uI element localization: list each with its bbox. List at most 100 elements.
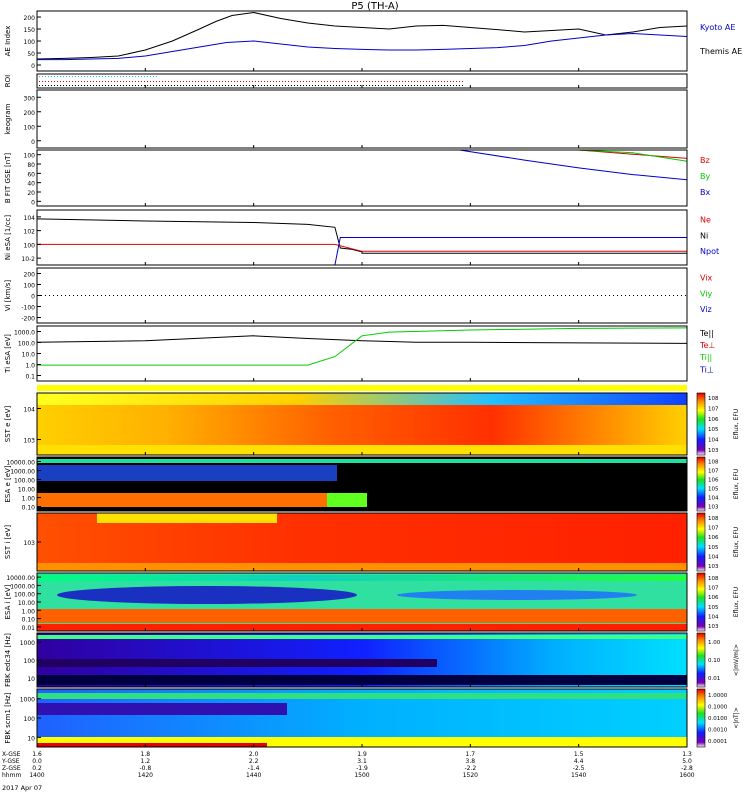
- legend-vi-2: Viz: [700, 305, 712, 314]
- roi-mark: [144, 81, 145, 82]
- roi-mark: [354, 85, 355, 86]
- roi-mark: [93, 76, 94, 77]
- roi-mark: [54, 76, 55, 77]
- colorbar-tick-1: 103: [708, 505, 719, 511]
- roi-mark: [252, 85, 253, 86]
- roi-mark: [426, 85, 427, 86]
- roi-mark: [195, 81, 196, 82]
- colorbar-tick-5: 1.0000: [708, 693, 728, 699]
- series-ni-npot: [334, 237, 687, 266]
- roi-mark: [435, 85, 436, 86]
- colorbar-label-1: Eflux, EFU: [733, 469, 740, 499]
- roi-mark: [459, 81, 460, 82]
- roi-mark: [417, 85, 418, 86]
- roi-mark: [327, 85, 328, 86]
- roi-mark: [48, 85, 49, 86]
- roi-mark: [432, 81, 433, 82]
- roi-mark: [108, 85, 109, 86]
- roi-mark: [213, 81, 214, 82]
- legend-ni-1: Ni: [700, 231, 708, 240]
- roi-mark: [192, 85, 193, 86]
- ytick-label-bfit: 100: [24, 153, 36, 160]
- colorbar-tick-1: 108: [708, 460, 719, 466]
- roi-mark: [201, 81, 202, 82]
- roi-mark: [273, 85, 274, 86]
- roi-mark: [78, 76, 79, 77]
- ytick-label-esa_e: 1.00: [22, 496, 36, 503]
- roi-mark: [123, 85, 124, 86]
- colorbar-tick-3: 103: [708, 624, 719, 630]
- roi-mark: [126, 85, 127, 86]
- colorbar-tick-2: 106: [708, 535, 719, 541]
- xaxis-row-label-3: hhmm: [2, 772, 21, 779]
- legend-bfit-0: Bz: [700, 156, 710, 165]
- legend-vi-0: Vix: [700, 274, 713, 283]
- ytick-label-ti: 1000.0: [14, 330, 35, 337]
- roi-mark: [225, 81, 226, 82]
- ytick-label-fbk_b: 10: [27, 735, 35, 742]
- series-ae-themisae: [37, 32, 688, 61]
- roi-mark: [279, 81, 280, 82]
- heatmap-fbk-b-bottom-red: [37, 743, 267, 747]
- roi-mark: [312, 81, 313, 82]
- roi-mark: [57, 76, 58, 77]
- ylabel-sst_e: SST e [eV]: [4, 405, 12, 442]
- roi-mark: [90, 81, 91, 82]
- roi-mark: [45, 76, 46, 77]
- ytick-label-esa_e: 10000.00: [6, 460, 35, 467]
- roi-mark: [390, 85, 391, 86]
- roi-mark: [423, 81, 424, 82]
- heatmap-esa-e-noise: [37, 465, 337, 481]
- roi-mark: [210, 85, 211, 86]
- roi-mark: [246, 85, 247, 86]
- roi-mark: [204, 81, 205, 82]
- roi-mark: [219, 85, 220, 86]
- roi-mark: [237, 81, 238, 82]
- roi-mark: [159, 85, 160, 86]
- roi-mark: [54, 85, 55, 86]
- roi-mark: [51, 76, 52, 77]
- roi-mark: [60, 81, 61, 82]
- roi-mark: [348, 81, 349, 82]
- ytick-label-esa_i: 1000.00: [10, 583, 35, 590]
- roi-mark: [117, 81, 118, 82]
- xaxis-value-3-1: 1420: [138, 772, 153, 779]
- colorbar-label-0: Eflux, EFU: [733, 409, 740, 439]
- ylabel-esa_i: ESA i [eV]: [4, 584, 12, 619]
- colorbar-tick-3: 107: [708, 586, 719, 592]
- roi-mark: [336, 85, 337, 86]
- ytick-label-ni: 10-2: [21, 256, 35, 263]
- ylabel-ni: Ni eSA [1/cc]: [4, 215, 12, 261]
- ytick-label-esa_i: 100.00: [14, 592, 35, 599]
- roi-mark: [108, 81, 109, 82]
- colorbar-3: [696, 572, 706, 632]
- roi-mark: [435, 81, 436, 82]
- roi-mark: [324, 81, 325, 82]
- xaxis-value-0-6: 1.3: [682, 751, 692, 758]
- legend-ti-3: Ti⊥: [699, 365, 714, 374]
- legend-ni-0: Ne: [700, 216, 711, 225]
- ytick-label-bfit: 20: [27, 190, 35, 197]
- ytick-label-esa_i: 0.10: [22, 617, 36, 624]
- roi-mark: [42, 76, 43, 77]
- xaxis-value-2-0: 0.2: [32, 765, 42, 772]
- roi-mark: [378, 81, 379, 82]
- roi-mark: [258, 81, 259, 82]
- roi-mark: [162, 85, 163, 86]
- colorbar-tick-3: 105: [708, 605, 719, 611]
- roi-mark: [189, 81, 190, 82]
- roi-mark: [156, 81, 157, 82]
- colorbar-tick-1: 107: [708, 469, 719, 475]
- series-ni-ni: [36, 218, 687, 254]
- roi-mark: [42, 85, 43, 86]
- roi-mark: [387, 85, 388, 86]
- colorbar-tick-3: 108: [708, 576, 719, 582]
- colorbar-label-2: Eflux, EFU: [733, 527, 740, 557]
- xaxis-value-0-5: 1.5: [574, 751, 584, 758]
- roi-mark: [330, 81, 331, 82]
- sst-e-top-strip: [37, 385, 687, 391]
- roi-mark: [354, 81, 355, 82]
- roi-mark: [447, 85, 448, 86]
- roi-mark: [357, 85, 358, 86]
